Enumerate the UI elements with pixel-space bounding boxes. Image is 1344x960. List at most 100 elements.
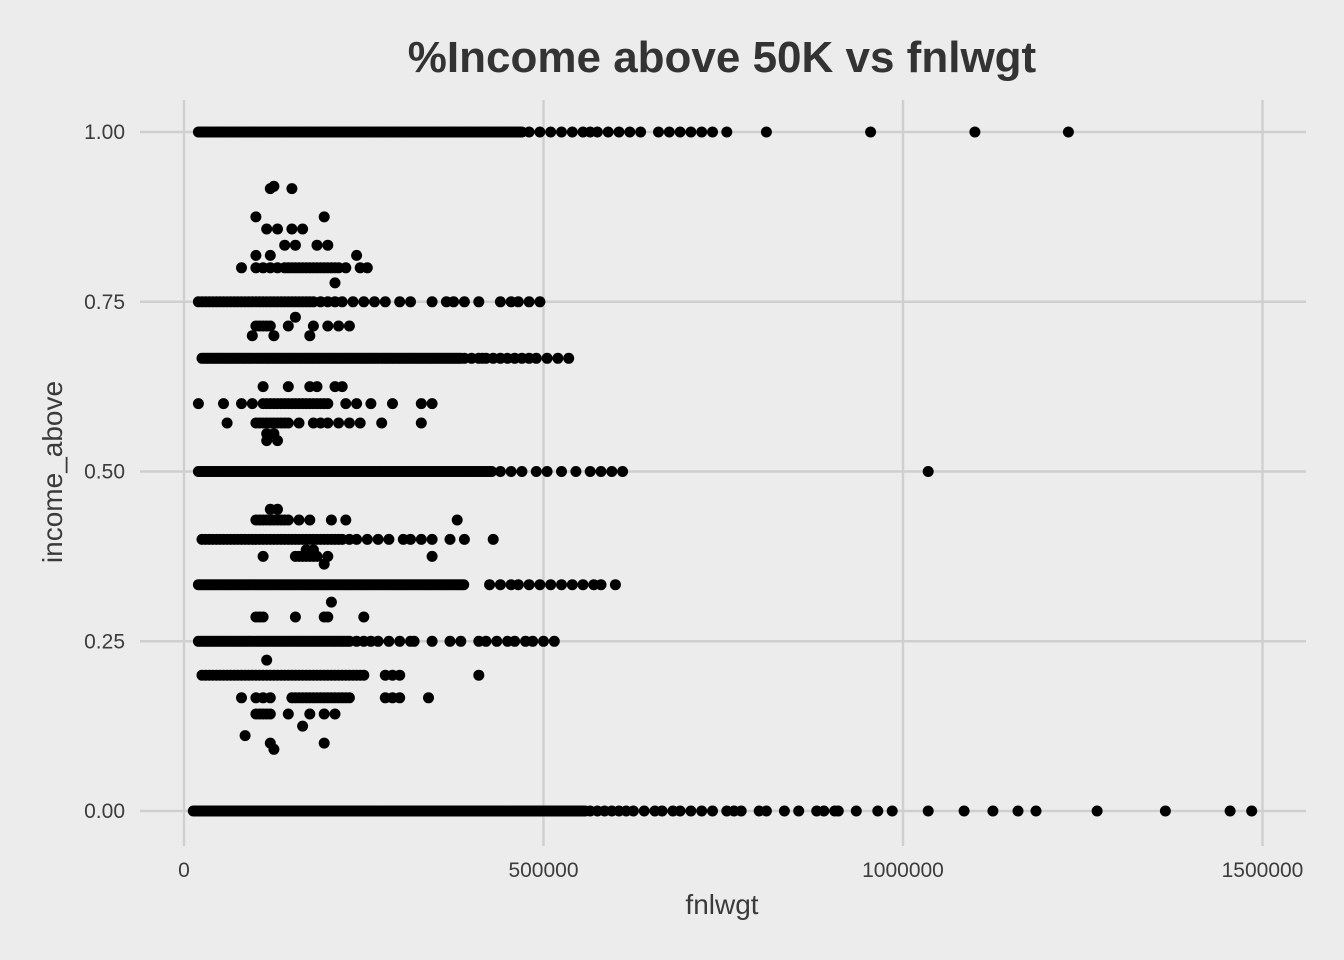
data-point — [627, 805, 639, 817]
data-point — [487, 533, 499, 545]
data-point — [696, 126, 708, 138]
data-point — [624, 126, 636, 138]
data-point — [300, 544, 312, 556]
data-point — [318, 708, 330, 720]
data-point — [473, 296, 485, 308]
data-point — [563, 352, 575, 364]
data-point — [721, 126, 733, 138]
data-point — [264, 249, 276, 261]
x-axis-title: fnlwgt — [685, 889, 758, 920]
data-point — [426, 550, 438, 562]
data-point — [369, 296, 380, 308]
data-point — [221, 417, 233, 429]
data-point — [361, 262, 373, 274]
data-point — [591, 126, 603, 138]
y-tick-label: 0.25 — [84, 630, 125, 653]
data-point — [674, 126, 686, 138]
y-tick-label: 0.75 — [84, 291, 125, 314]
data-points — [187, 126, 1258, 817]
data-point — [246, 330, 258, 342]
data-point — [566, 579, 578, 591]
data-point — [523, 126, 535, 138]
data-point — [516, 466, 528, 477]
data-point — [872, 805, 884, 817]
data-point — [865, 126, 877, 138]
data-point — [451, 514, 463, 526]
y-tick-label: 1.00 — [84, 121, 125, 144]
data-point — [778, 805, 790, 817]
data-point — [279, 239, 291, 251]
x-tick-label: 1500000 — [1222, 859, 1304, 882]
data-point — [322, 398, 334, 410]
data-point — [455, 635, 467, 647]
data-point — [415, 398, 427, 410]
data-point — [307, 320, 319, 332]
data-point — [545, 126, 557, 138]
data-point — [286, 223, 298, 235]
data-point — [343, 320, 355, 332]
data-point — [333, 417, 345, 429]
data-point — [556, 466, 567, 477]
data-point — [297, 223, 309, 235]
data-point — [311, 239, 323, 251]
data-point — [609, 579, 621, 591]
data-point — [523, 296, 535, 308]
data-point — [239, 730, 251, 742]
data-point — [264, 320, 276, 332]
x-tick-label: 1000000 — [862, 859, 944, 882]
data-point — [1159, 805, 1171, 817]
data-point — [426, 533, 438, 545]
data-point — [268, 743, 280, 755]
data-point — [340, 398, 352, 410]
data-point — [538, 635, 549, 647]
data-point — [289, 311, 301, 323]
data-point — [545, 579, 557, 591]
data-point — [340, 262, 352, 274]
data-point — [426, 296, 438, 308]
data-point — [685, 126, 697, 138]
data-point — [289, 239, 301, 251]
data-point — [325, 514, 337, 526]
data-point — [541, 352, 553, 364]
data-point — [236, 262, 247, 274]
data-point — [512, 579, 524, 591]
data-point — [606, 466, 618, 477]
data-point — [602, 126, 614, 138]
data-point — [351, 533, 363, 545]
data-point — [293, 417, 305, 429]
data-point — [613, 126, 625, 138]
data-point — [376, 417, 388, 429]
data-point — [494, 579, 506, 591]
data-point — [322, 611, 334, 623]
data-point — [289, 611, 301, 623]
y-axis-ticks: 0.00 0.25 0.50 0.75 1.00 — [84, 121, 125, 823]
data-point — [1012, 805, 1024, 817]
data-point — [246, 398, 258, 410]
data-point — [372, 635, 384, 647]
data-point — [264, 708, 276, 720]
data-point — [333, 320, 345, 332]
data-point — [405, 296, 416, 308]
data-point — [236, 692, 247, 704]
data-point — [394, 296, 406, 308]
data-point — [268, 330, 280, 342]
data-point — [534, 579, 546, 591]
data-point — [922, 805, 934, 817]
data-point — [595, 466, 607, 477]
data-point — [674, 805, 686, 817]
data-point — [358, 611, 370, 623]
data-point — [257, 550, 269, 562]
data-point — [480, 635, 492, 647]
x-tick-label: 0 — [178, 859, 190, 882]
data-point — [760, 805, 772, 817]
data-point — [257, 611, 269, 623]
data-point — [584, 466, 596, 477]
data-point — [236, 398, 247, 410]
data-point — [527, 635, 539, 647]
data-point — [486, 466, 498, 477]
data-point — [458, 533, 470, 545]
data-point — [318, 211, 330, 223]
data-point — [494, 466, 506, 477]
